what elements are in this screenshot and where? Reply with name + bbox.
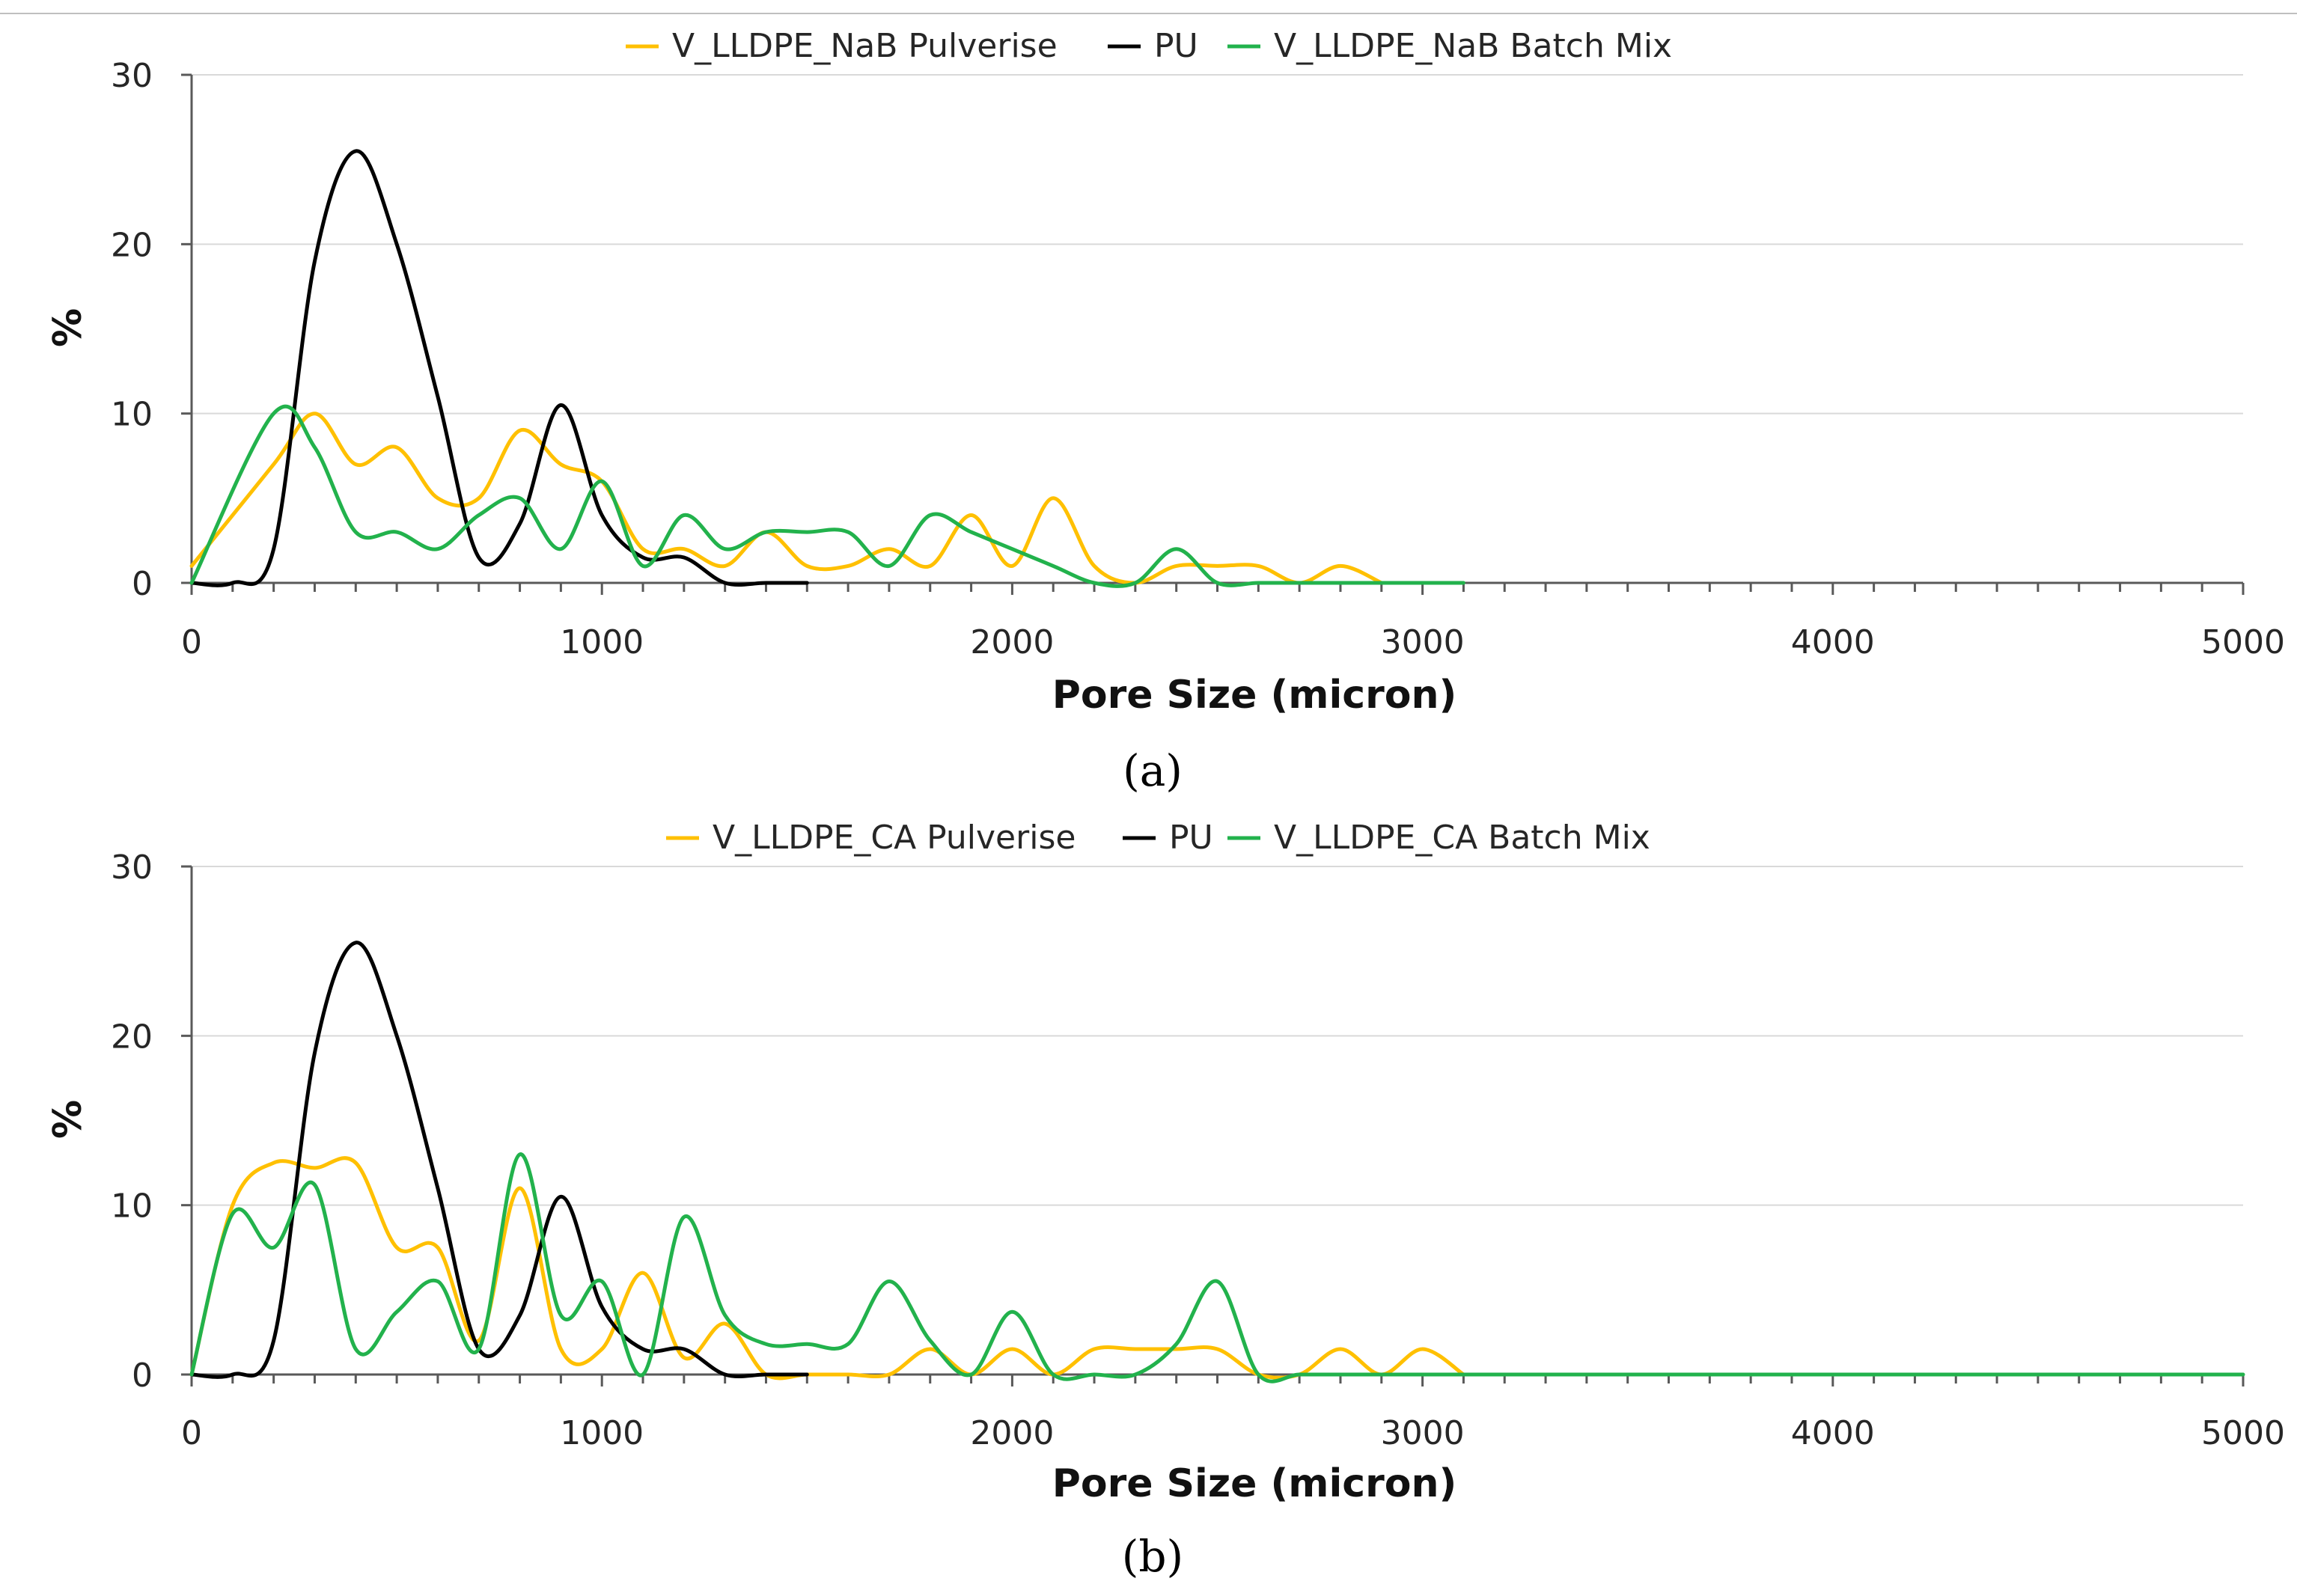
y-tick-label: 20 — [111, 226, 153, 264]
x-tick-label: 1000 — [560, 623, 644, 661]
chart-b: 0 10 20 30 0 1000 2000 3000 4000 5000 V_LLDPE_CA… — [46, 819, 2285, 1582]
chart-a-axes — [181, 73, 2245, 595]
chart-b-y-tick-labels: 0 10 20 30 — [111, 849, 153, 1395]
chart-b-x-tick-labels: 0 1000 2000 3000 4000 5000 — [181, 1414, 2285, 1452]
chart-b-y-axis-title: % — [46, 1100, 91, 1139]
chart-a-y-axis-title: % — [46, 308, 91, 347]
y-tick-label: 0 — [132, 565, 153, 603]
panel-label-b: (b) — [1122, 1531, 1183, 1582]
chart-b-gridlines — [192, 866, 2243, 1206]
chart-a-gridlines — [192, 74, 2243, 415]
x-tick-label: 2000 — [970, 623, 1054, 661]
x-tick-label: 0 — [181, 1414, 202, 1452]
legend-label: PU — [1169, 819, 1213, 857]
chart-a-y-tick-labels: 0 10 20 30 — [111, 57, 153, 603]
chart-a-x-axis-title: Pore Size (micron) — [1052, 673, 1457, 718]
legend-label: V_LLDPE_CA Batch Mix — [1274, 819, 1650, 857]
legend-label: V_LLDPE_NaB Batch Mix — [1274, 27, 1672, 65]
x-tick-label: 4000 — [1791, 623, 1875, 661]
x-tick-label: 1000 — [560, 1414, 644, 1452]
y-tick-label: 10 — [111, 396, 153, 434]
series-line-v-lldpe-nab-batch-mix — [189, 404, 1465, 588]
series-line-pu — [189, 149, 809, 587]
y-tick-label: 0 — [132, 1357, 153, 1395]
x-tick-label: 5000 — [2201, 1414, 2285, 1452]
x-tick-label: 4000 — [1791, 1414, 1875, 1452]
x-tick-label: 0 — [181, 623, 202, 661]
x-tick-label: 3000 — [1381, 1414, 1465, 1452]
legend-label: PU — [1154, 27, 1198, 65]
chart-a-series — [189, 149, 1465, 588]
series-line-v-lldpe-ca-pulverise — [189, 1156, 1465, 1381]
chart-a: 0 10 20 30 0 1000 2000 3000 4000 5000 V_LLDPE_Na… — [46, 27, 2285, 796]
chart-b-series — [189, 941, 2245, 1383]
y-tick-label: 10 — [111, 1187, 153, 1226]
x-tick-label: 3000 — [1381, 623, 1465, 661]
panel-label-a: (a) — [1123, 745, 1183, 796]
chart-b-x-axis-title: Pore Size (micron) — [1052, 1461, 1457, 1506]
y-tick-label: 20 — [111, 1018, 153, 1056]
y-tick-label: 30 — [111, 57, 153, 95]
legend-label: V_LLDPE_CA Pulverise — [713, 819, 1076, 857]
x-tick-label: 5000 — [2201, 623, 2285, 661]
legend-label: V_LLDPE_NaB Pulverise — [672, 27, 1058, 65]
chart-a-legend: V_LLDPE_NaB Pulverise PU V_LLDPE_NaB Batch… — [626, 27, 1672, 65]
chart-b-legend: V_LLDPE_CA Pulverise PU V_LLDPE_CA Batch M… — [666, 819, 1650, 857]
chart-a-x-tick-labels: 0 1000 2000 3000 4000 5000 — [181, 623, 2285, 661]
x-tick-label: 2000 — [970, 1414, 1054, 1452]
series-line-v-lldpe-nab-pulverise — [189, 412, 1384, 585]
series-line-v-lldpe-ca-batch-mix — [189, 1152, 2245, 1383]
y-tick-label: 30 — [111, 849, 153, 887]
